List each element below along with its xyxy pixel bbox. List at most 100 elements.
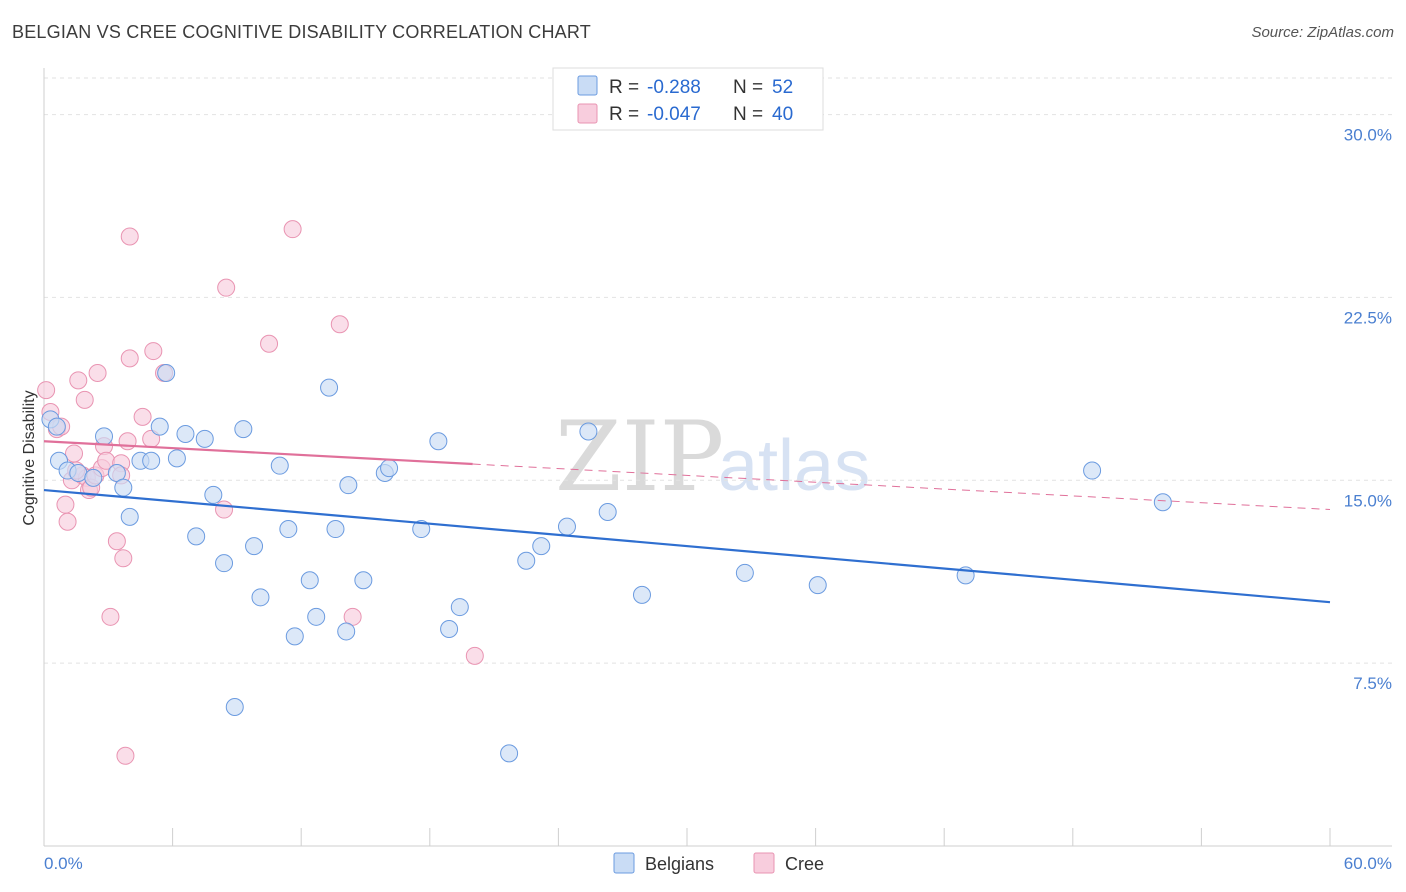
belgian-point [579, 422, 598, 441]
cree-point [101, 607, 120, 626]
belgian-point [598, 502, 617, 521]
belgian-point [225, 698, 244, 717]
belgian-point [339, 476, 358, 495]
legend-r-label-belgians: R = [609, 77, 639, 98]
belgian-point [532, 537, 551, 556]
belgian-point [517, 551, 536, 570]
cree-point [56, 495, 75, 514]
belgian-point [245, 537, 264, 556]
belgian-point [270, 456, 289, 475]
belgian-point [307, 607, 326, 626]
cree-point [120, 227, 139, 246]
belgian-point [735, 563, 754, 582]
belgian-point [320, 378, 339, 397]
belgian-point [429, 432, 448, 451]
belgian-point [234, 420, 253, 439]
belgian-point [279, 520, 298, 539]
cree-point [37, 381, 56, 400]
y-tick-label: 15.0% [1344, 491, 1392, 510]
cree-point [75, 390, 94, 409]
stats-legend-box [552, 67, 824, 131]
belgian-point [204, 485, 223, 504]
cree-point [118, 432, 137, 451]
cree-point [260, 334, 279, 353]
belgian-point [95, 427, 114, 446]
cree-point [107, 532, 126, 551]
cree-trend-line [43, 440, 473, 466]
x-tick-label-max: 60.0% [1344, 854, 1392, 873]
cree-point [144, 342, 163, 361]
cree-point [217, 278, 236, 297]
belgian-point [120, 507, 139, 526]
cree-point [65, 444, 84, 463]
belgian-point [1083, 461, 1102, 480]
cree-point [69, 371, 88, 390]
belgian-point [412, 520, 431, 539]
y-tick-label: 22.5% [1344, 308, 1392, 327]
belgian-point [69, 463, 88, 482]
legend-r-value-cree: -0.047 [647, 104, 701, 125]
belgian-point [215, 554, 234, 573]
belgian-point [300, 571, 319, 590]
belgian-point [114, 478, 133, 497]
belgian-point [150, 417, 169, 436]
belgian-point [440, 620, 459, 639]
stats-legend: R = -0.288 N = 52 R = -0.047 N = 40 [552, 67, 824, 131]
belgian-point [557, 517, 576, 536]
belgian-point [500, 744, 519, 763]
y-tick-labels: 7.5% 15.0% 22.5% 30.0% [1344, 126, 1392, 694]
belgian-points [41, 364, 1172, 763]
belgian-point [195, 429, 214, 448]
watermark-atlas: atlas [718, 426, 870, 506]
belgian-point [47, 417, 66, 436]
cree-point [133, 407, 152, 426]
legend-r-value-belgians: -0.288 [647, 77, 701, 98]
series-legend-swatch-belgians [613, 852, 635, 874]
belgian-trend-line [43, 488, 1331, 604]
belgian-point [157, 364, 176, 383]
y-tick-label: 30.0% [1344, 126, 1392, 145]
legend-n-value-cree: 40 [772, 104, 793, 125]
belgian-point [808, 576, 827, 595]
legend-r-label-cree: R = [609, 104, 639, 125]
belgian-point [176, 424, 195, 443]
belgian-point [285, 627, 304, 646]
cree-point [114, 549, 133, 568]
source-credit: Source: ZipAtlas.com [1251, 24, 1394, 41]
x-tick-label-min: 0.0% [44, 854, 83, 873]
cree-point [330, 315, 349, 334]
y-axis-label: Cognitive Disability [21, 390, 38, 525]
belgian-point [380, 459, 399, 478]
cree-point [283, 220, 302, 239]
series-legend-label-belgians: Belgians [645, 854, 714, 874]
cree-point [215, 500, 234, 519]
cree-point [465, 646, 484, 665]
cree-point [120, 349, 139, 368]
cree-point [88, 364, 107, 383]
series-legend: Belgians Cree [613, 852, 824, 874]
belgian-point [84, 468, 103, 487]
y-tick-label: 7.5% [1353, 674, 1392, 693]
series-legend-label-cree: Cree [785, 854, 824, 874]
belgian-point [1153, 493, 1172, 512]
belgian-point [187, 527, 206, 546]
belgian-point [632, 585, 651, 604]
trend-lines [43, 440, 1331, 604]
belgian-point [326, 520, 345, 539]
x-tick-labels: 0.0% 60.0% [44, 854, 1392, 873]
grid-lines [44, 77, 1392, 664]
belgian-point [337, 622, 356, 641]
cree-trend-line-extension [472, 463, 1331, 511]
series-legend-swatch-cree [753, 852, 775, 874]
legend-swatch-belgians [577, 75, 598, 96]
belgian-point [450, 598, 469, 617]
belgian-point [251, 588, 270, 607]
legend-n-value-belgians: 52 [772, 77, 793, 98]
watermark-zip: ZIP [555, 401, 724, 513]
chart-title: BELGIAN VS CREE COGNITIVE DISABILITY COR… [12, 22, 591, 42]
belgian-point [354, 571, 373, 590]
axes [43, 68, 1392, 847]
legend-n-label-belgians: N = [733, 77, 763, 98]
cree-points [37, 220, 484, 765]
